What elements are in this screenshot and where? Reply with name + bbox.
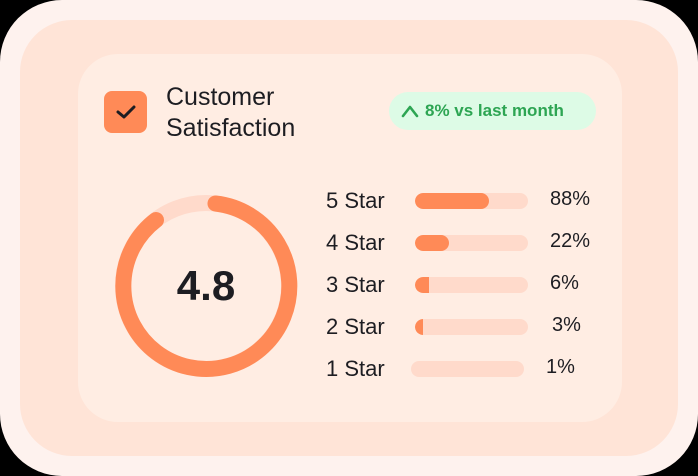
row-label: 5 Star <box>326 188 385 213</box>
row-label: 4 Star <box>326 230 385 255</box>
row-label: 2 Star <box>326 314 385 339</box>
row-percent: 22% <box>550 230 591 252</box>
row-percent: 1% <box>546 356 575 378</box>
trend-badge: 8% vs last month <box>389 92 596 130</box>
row-percent: 3% <box>552 314 581 336</box>
row-label: 1 Star <box>326 356 385 381</box>
title-line-1: Customer <box>166 83 275 111</box>
row-percent: 88% <box>550 188 591 210</box>
checkmark-icon <box>116 105 135 119</box>
rating-row-4-star: 4 Star 22% <box>326 228 616 258</box>
rating-donut-chart <box>115 195 298 377</box>
row-percent: 6% <box>550 272 579 294</box>
rating-row-1-star: 1 Star 1% <box>326 354 616 384</box>
progress-fill <box>415 235 449 251</box>
rating-row-2-star: 2 Star 3% <box>326 312 616 342</box>
card-title: Customer Satisfaction <box>166 82 295 144</box>
progress-fill <box>415 277 429 293</box>
row-label: 3 Star <box>326 272 385 297</box>
progress-track <box>411 361 524 377</box>
progress-track <box>415 235 528 251</box>
progress-track <box>415 319 528 335</box>
rating-row-3-star: 3 Star 6% <box>326 270 616 300</box>
chevron-up-icon <box>401 105 419 118</box>
progress-fill <box>415 319 423 335</box>
rating-value: 4.8 <box>176 262 236 309</box>
rating-row-5-star: 5 Star 88% <box>326 186 616 216</box>
progress-track <box>415 193 528 209</box>
title-line-2: Satisfaction <box>166 114 296 142</box>
progress-fill <box>415 193 489 209</box>
satisfaction-checkbox[interactable] <box>104 91 147 133</box>
progress-track <box>415 277 528 293</box>
trend-label: 8% vs last month <box>425 101 564 120</box>
